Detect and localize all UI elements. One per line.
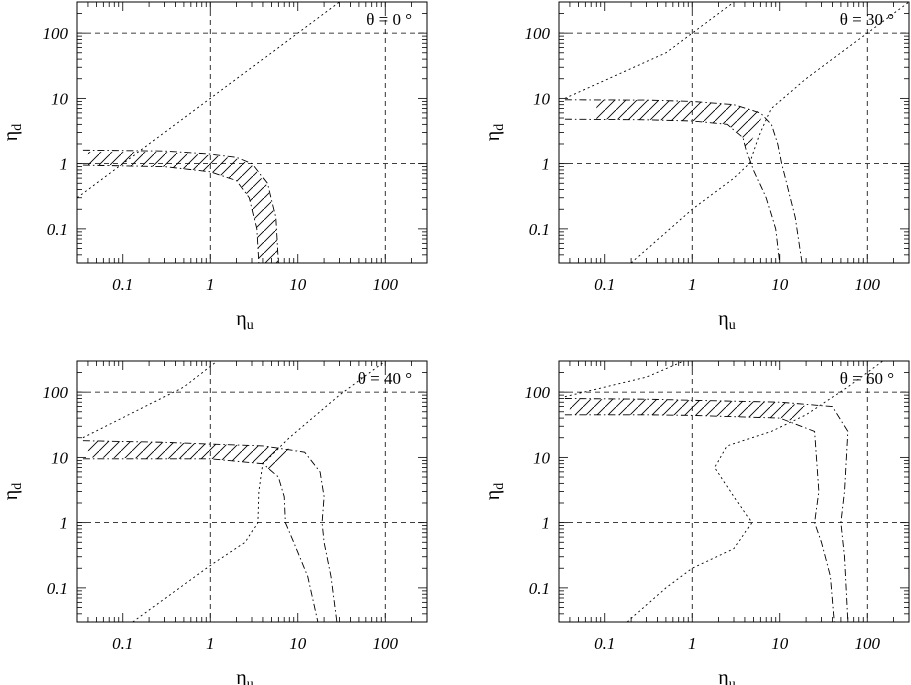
y-axis-label-sub: d [10, 483, 25, 490]
plot-area [559, 361, 909, 622]
series-line-2 [132, 361, 386, 622]
x-tick-label: 0.1 [112, 275, 133, 294]
x-axis-label: ηu [718, 308, 735, 333]
y-tick-label: 100 [43, 24, 69, 43]
plot-frame [76, 1, 428, 264]
x-tick-label: 1 [688, 275, 697, 294]
series-line-2 [626, 361, 883, 622]
y-axis-label-sub: d [492, 124, 507, 131]
plot-area [559, 2, 909, 263]
x-tick-label: 10 [771, 275, 789, 294]
series-line-4 [82, 164, 260, 263]
y-tick-label: 0.1 [47, 220, 68, 239]
hatched-region [87, 440, 298, 472]
x-axis-label-sub: u [247, 318, 254, 333]
hatched-region [596, 99, 764, 153]
series-line-3 [82, 149, 279, 263]
x-tick-label: 100 [855, 634, 881, 653]
y-axis-label-sub: d [10, 124, 25, 131]
chart-panel-2: 0.1 1 10 100 0.1 1 10 100 ηu ηd θ = 30 ° [482, 1, 910, 333]
series-line-3 [82, 440, 338, 622]
y-axis-label: ηd [0, 483, 25, 500]
y-tick-label: 100 [525, 383, 551, 402]
x-tick-label: 10 [771, 634, 789, 653]
x-axis-label: ηu [718, 667, 735, 685]
y-axis-label: ηd [482, 124, 507, 141]
y-tick-label: 1 [60, 155, 69, 174]
axis-ticks [76, 360, 428, 623]
y-tick-label: 10 [51, 89, 69, 108]
chart-panel-3: 0.1 1 10 100 0.1 1 10 100 ηu ηd θ = 40 ° [0, 360, 428, 685]
axis-ticks [76, 1, 428, 264]
x-tick-label: 0.1 [594, 634, 615, 653]
plot-area [77, 2, 427, 263]
plot-frame [76, 360, 428, 623]
y-axis-label-sub: d [492, 483, 507, 490]
hatched-region [87, 152, 279, 263]
y-tick-label: 10 [51, 448, 69, 467]
panel-title: θ = 40 ° [358, 369, 412, 388]
plot-area [77, 361, 427, 622]
x-tick-label: 10 [289, 275, 307, 294]
y-tick-label: 100 [43, 383, 69, 402]
plot-frame [558, 1, 910, 264]
chart-panel-1: 0.1 1 10 100 0.1 1 10 100 ηu ηd θ = 0 ° [0, 1, 428, 333]
chart-panel-4: 0.1 1 10 100 0.1 1 10 100 ηu ηd θ = 60 ° [482, 360, 910, 685]
y-tick-label: 0.1 [529, 220, 550, 239]
x-axis-label-sub: u [247, 677, 254, 685]
y-tick-label: 1 [60, 514, 69, 533]
series-line-1 [82, 361, 218, 439]
series-line-3 [564, 99, 803, 263]
axis-ticks [558, 1, 910, 264]
panel-title: θ = 60 ° [840, 369, 894, 388]
y-tick-label: 1 [542, 155, 551, 174]
series-line-3 [564, 398, 849, 622]
y-axis-label: ηd [482, 483, 507, 500]
y-tick-label: 0.1 [47, 579, 68, 598]
y-tick-label: 100 [525, 24, 551, 43]
series-line-4 [564, 414, 835, 622]
x-tick-label: 0.1 [112, 634, 133, 653]
x-tick-label: 100 [373, 634, 399, 653]
x-axis-label-sub: u [729, 318, 736, 333]
y-tick-label: 10 [533, 89, 551, 108]
series-line-4 [82, 458, 319, 622]
x-tick-label: 0.1 [594, 275, 615, 294]
series-line-1 [564, 2, 735, 99]
hatched-region [569, 399, 810, 422]
x-axis-label: ηu [236, 308, 253, 333]
panel-title: θ = 0 ° [366, 10, 412, 29]
series-line-4 [564, 118, 781, 263]
panel-title: θ = 30 ° [840, 10, 894, 29]
series-line-1 [564, 361, 684, 398]
y-tick-label: 10 [533, 448, 551, 467]
x-axis-label: ηu [236, 667, 253, 685]
y-axis-label: ηd [0, 124, 25, 141]
x-tick-label: 100 [373, 275, 399, 294]
series-line-2 [630, 2, 909, 263]
x-tick-label: 1 [206, 275, 215, 294]
x-axis-label-sub: u [729, 677, 736, 685]
y-tick-label: 0.1 [529, 579, 550, 598]
axis-ticks [558, 360, 910, 623]
x-tick-label: 10 [289, 634, 307, 653]
y-tick-label: 1 [542, 514, 551, 533]
x-tick-label: 1 [688, 634, 697, 653]
x-tick-label: 1 [206, 634, 215, 653]
x-tick-label: 100 [855, 275, 881, 294]
